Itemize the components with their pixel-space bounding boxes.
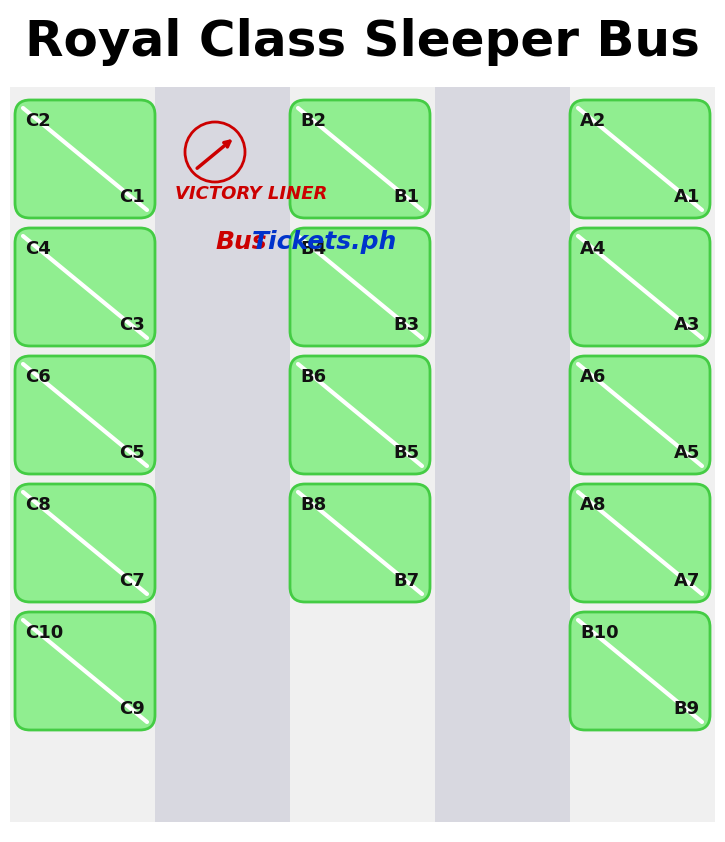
Text: Royal Class Sleeper Bus: Royal Class Sleeper Bus bbox=[25, 18, 700, 66]
Text: C5: C5 bbox=[119, 444, 145, 462]
FancyBboxPatch shape bbox=[570, 484, 710, 602]
FancyBboxPatch shape bbox=[15, 612, 155, 730]
Text: A6: A6 bbox=[580, 368, 606, 386]
Text: B5: B5 bbox=[394, 444, 420, 462]
Text: C7: C7 bbox=[119, 572, 145, 590]
Text: Bus: Bus bbox=[215, 230, 267, 254]
Text: B4: B4 bbox=[300, 240, 326, 258]
FancyBboxPatch shape bbox=[290, 356, 430, 474]
FancyBboxPatch shape bbox=[290, 484, 430, 602]
Text: A5: A5 bbox=[674, 444, 700, 462]
Text: B6: B6 bbox=[300, 368, 326, 386]
Text: Tickets.ph: Tickets.ph bbox=[252, 230, 397, 254]
FancyBboxPatch shape bbox=[570, 100, 710, 218]
Text: A2: A2 bbox=[580, 112, 606, 130]
Text: C6: C6 bbox=[25, 368, 51, 386]
Text: VICTORY LINER: VICTORY LINER bbox=[175, 185, 328, 203]
Text: B2: B2 bbox=[300, 112, 326, 130]
Bar bbox=[155, 87, 290, 822]
Text: C8: C8 bbox=[25, 496, 51, 514]
FancyBboxPatch shape bbox=[15, 484, 155, 602]
FancyBboxPatch shape bbox=[15, 228, 155, 346]
Text: B3: B3 bbox=[394, 316, 420, 334]
FancyBboxPatch shape bbox=[570, 356, 710, 474]
FancyBboxPatch shape bbox=[15, 100, 155, 218]
Text: A4: A4 bbox=[580, 240, 606, 258]
Text: A3: A3 bbox=[674, 316, 700, 334]
Text: C10: C10 bbox=[25, 624, 63, 642]
FancyBboxPatch shape bbox=[290, 228, 430, 346]
FancyBboxPatch shape bbox=[290, 100, 430, 218]
Text: C3: C3 bbox=[119, 316, 145, 334]
Text: B1: B1 bbox=[394, 188, 420, 206]
Text: B9: B9 bbox=[674, 700, 700, 718]
Text: B8: B8 bbox=[300, 496, 326, 514]
Text: C2: C2 bbox=[25, 112, 51, 130]
FancyBboxPatch shape bbox=[570, 612, 710, 730]
FancyBboxPatch shape bbox=[570, 228, 710, 346]
Text: C1: C1 bbox=[119, 188, 145, 206]
Text: C4: C4 bbox=[25, 240, 51, 258]
Text: A7: A7 bbox=[674, 572, 700, 590]
Text: C9: C9 bbox=[119, 700, 145, 718]
FancyBboxPatch shape bbox=[10, 87, 715, 822]
FancyBboxPatch shape bbox=[15, 356, 155, 474]
Text: B10: B10 bbox=[580, 624, 618, 642]
Text: A8: A8 bbox=[580, 496, 607, 514]
Bar bbox=[435, 87, 570, 822]
Text: B7: B7 bbox=[394, 572, 420, 590]
Text: A1: A1 bbox=[674, 188, 700, 206]
